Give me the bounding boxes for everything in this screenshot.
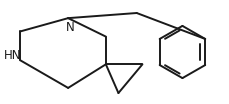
Text: HN: HN — [4, 49, 22, 62]
Text: N: N — [66, 21, 74, 34]
